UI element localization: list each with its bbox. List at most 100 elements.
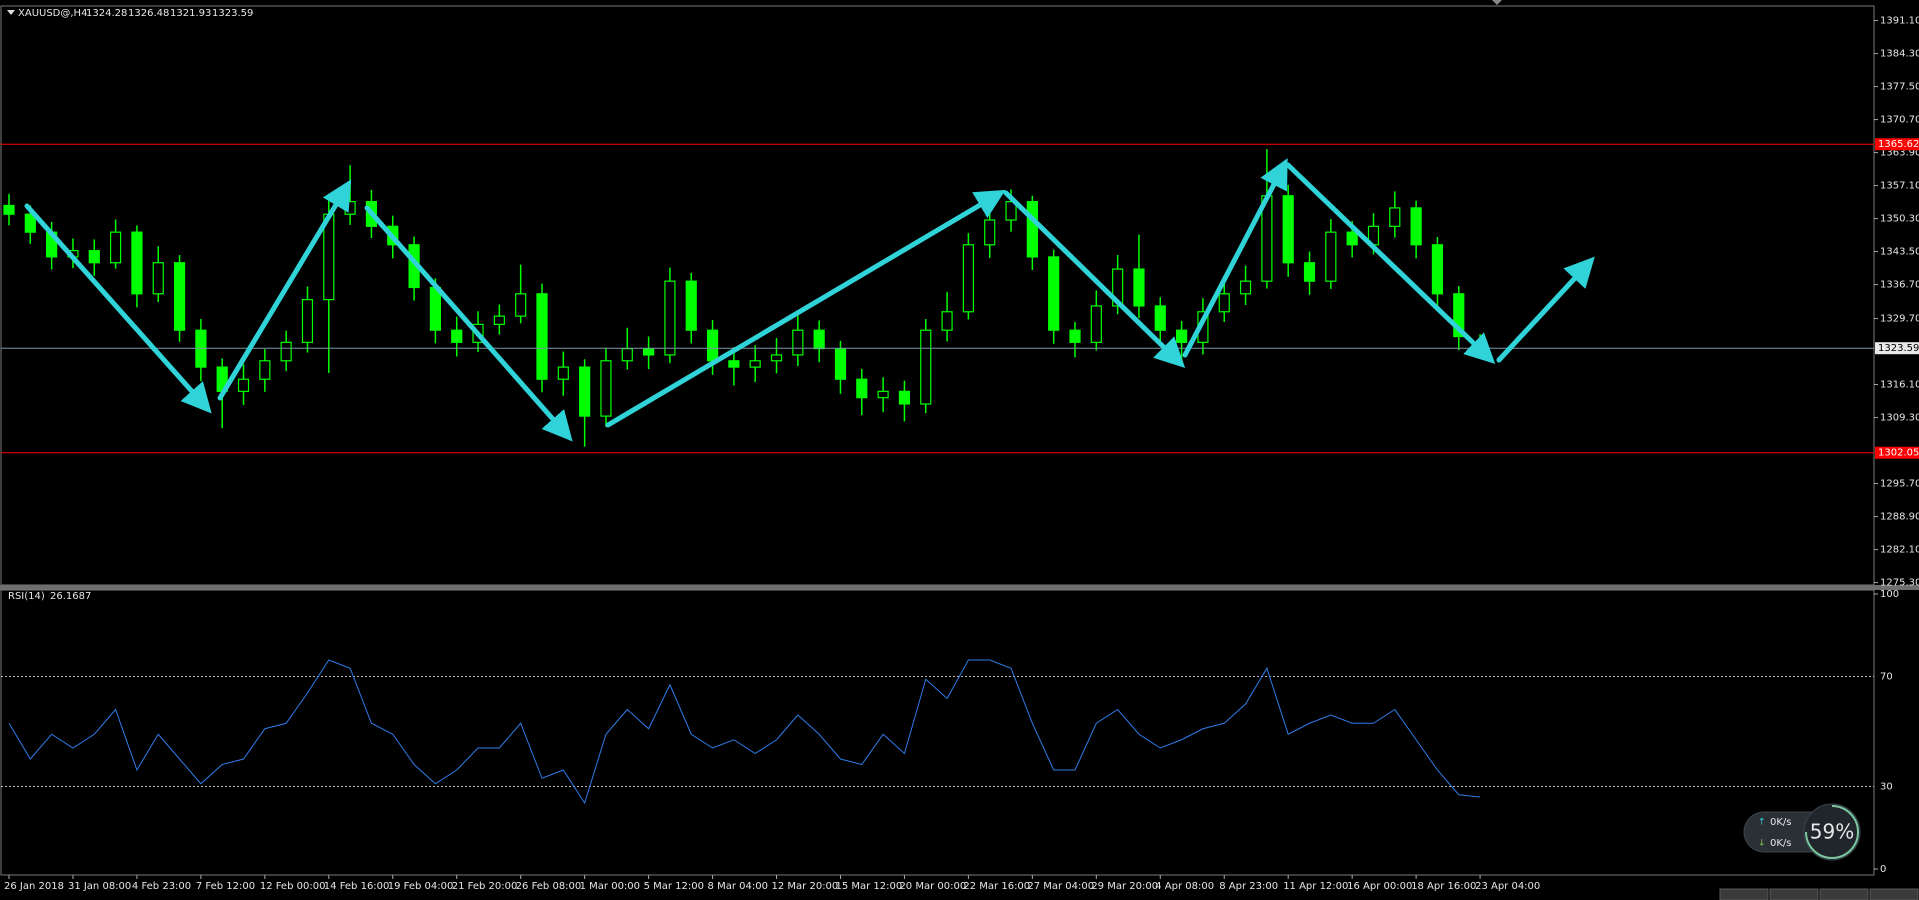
ohlc-low: 1321.93 [170,8,211,19]
x-tick-label: 29 Mar 20:00 [1091,881,1158,892]
menu-triangle[interactable] [7,10,15,15]
candle-body [131,231,143,295]
candle-body [515,293,527,317]
candle-body [621,348,633,362]
tab-bar [1719,888,1919,900]
candle-body [1389,207,1401,227]
x-tick-label: 11 Apr 12:00 [1283,881,1348,892]
x-tick-label: 4 Feb 23:00 [132,881,191,892]
candle-body [1325,231,1337,282]
speed-widget[interactable]: ↑ ↓ 0K/s 0K/s 59% [1743,803,1861,861]
level-label: 1302.05 [1878,448,1919,459]
candle-body [280,341,292,362]
down-icon: ↓ [1758,839,1766,849]
candle-body [109,231,122,264]
x-tick-label: 16 Apr 00:00 [1347,881,1412,892]
tab[interactable] [1719,888,1769,900]
arrow [24,203,212,414]
current-price-label: 1323.59 [1878,343,1919,354]
arrow [364,205,573,442]
candle-body [451,329,463,343]
candle-body [685,280,697,331]
candle-body [1133,268,1145,307]
y-tick-label: 1316.10 [1880,380,1919,391]
ohlc-open: 1324.28 [86,8,127,19]
x-tick-label: 1 Mar 00:00 [580,881,640,892]
arrow [1182,158,1288,358]
download-speed: 0K/s [1770,838,1792,849]
rsi-value: 26.1687 [50,591,91,602]
y-tick-label: 1343.50 [1880,247,1919,258]
candle-body [856,378,868,399]
y-tick-label: 1363.90 [1880,148,1919,159]
x-tick-label: 22 Mar 16:00 [963,881,1030,892]
x-tick-label: 12 Feb 00:00 [260,881,326,892]
candle-body [173,262,186,331]
tab[interactable] [1869,888,1919,900]
widget-progress [1805,805,1859,859]
candle-body [1410,207,1422,246]
y-tick-label: 1309.30 [1880,413,1919,424]
y-tick-label: 1275.30 [1880,578,1919,589]
candle-body [1048,256,1060,331]
ohlc-close: 1323.59 [212,8,253,19]
candle-body [536,293,548,380]
upload-speed: 0K/s [1770,817,1792,828]
y-tick-label: 1288.90 [1880,512,1919,523]
x-tick-label: 27 Mar 04:00 [1027,881,1094,892]
candle-body [1282,195,1294,264]
x-tick-label: 20 Mar 00:00 [899,881,966,892]
candle-body [877,390,889,399]
y-tick-label: 0 [1880,864,1886,875]
y-tick-label: 1336.70 [1880,280,1919,291]
memory-percent: 59% [1810,820,1854,844]
candle-body [706,329,719,362]
candle-body [1090,305,1102,343]
x-tick-label: 26 Feb 08:00 [516,881,582,892]
rsi-title: RSI(14) [8,591,45,602]
tab[interactable] [1769,888,1819,900]
panel-separator[interactable] [0,585,1919,590]
candle-body [152,262,164,295]
candle-body [642,348,655,356]
y-tick-label: 1282.10 [1880,545,1919,556]
candle-body [792,329,804,356]
candle-body [1431,244,1444,295]
candle-body [1005,200,1017,221]
rsi-panel-frame [0,589,1875,876]
x-tick-label: 8 Mar 04:00 [708,881,768,892]
candle-body [1218,293,1230,313]
x-tick-label: 18 Apr 16:00 [1411,881,1476,892]
trend-arrows [24,158,1595,442]
x-tick-label: 31 Jan 08:00 [68,881,131,892]
x-tick-label: 14 Feb 16:00 [324,881,390,892]
x-tick-label: 4 Apr 08:00 [1155,881,1214,892]
candle-body [962,244,975,313]
candle-body [728,360,740,368]
x-tick-label: 15 Mar 12:00 [835,881,902,892]
price-label-bg [1875,342,1919,355]
candle-body [664,280,676,356]
level-label: 70 [1880,672,1893,683]
y-tick-label: 1377.50 [1880,82,1919,93]
x-tick-label: 26 Jan 2018 [4,881,64,892]
candle-body [24,213,36,233]
arrow [1285,162,1496,364]
candle-body [88,250,100,264]
candle-body [259,360,271,380]
level-label-bg [1875,446,1919,459]
candle-body [301,299,314,343]
tab[interactable] [1819,888,1869,900]
candle-body [941,311,953,331]
shift-marker[interactable] [1492,0,1502,5]
candle-body [1112,268,1124,307]
candle-body [1154,305,1166,331]
arrow [605,189,1006,428]
widget-dial [1803,803,1861,861]
y-tick-label: 1350.30 [1880,214,1919,225]
candle-body [920,329,932,405]
y-tick-label: 1357.10 [1880,181,1919,192]
candle-body [984,219,996,246]
candle-body [493,315,505,325]
